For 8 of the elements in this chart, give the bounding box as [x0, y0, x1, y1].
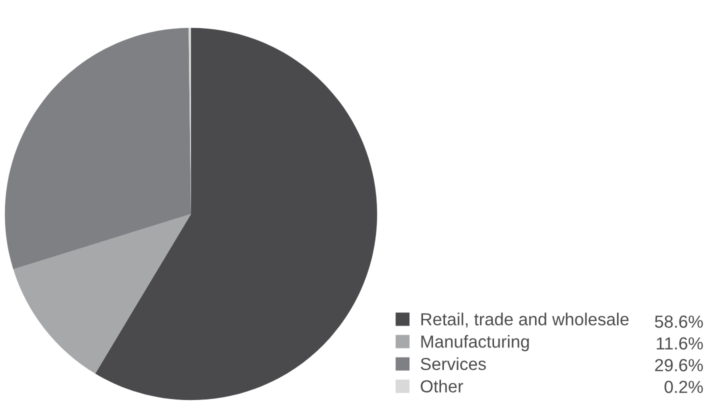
data-label: 58.6%: [654, 316, 703, 328]
data-label: 29.6%: [655, 359, 703, 372]
legend-label: Other: [420, 380, 464, 392]
legend-label: Manufacturing: [421, 335, 529, 352]
data-label: 0.2%: [664, 380, 703, 394]
legend-label: Services: [420, 357, 486, 370]
data-label: 11.6%: [656, 337, 703, 350]
legend-label: Retail, trade and wholesale: [421, 312, 629, 328]
